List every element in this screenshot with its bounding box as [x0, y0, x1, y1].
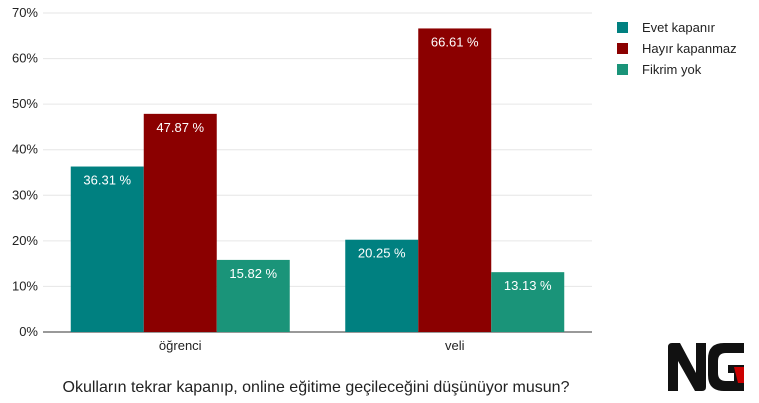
y-tick-label: 60% [12, 51, 38, 66]
legend-swatch [617, 64, 628, 75]
y-tick-label: 70% [12, 5, 38, 20]
bars: 36.31 % 47.87 % 15.82 % 20.25 % 66.61 % 13.13… [70, 28, 565, 333]
y-tick-label: 10% [12, 278, 38, 293]
y-tick-label: 30% [12, 187, 38, 202]
bar-3-2 [491, 272, 565, 332]
bar-data-label: 47.87 % [156, 120, 204, 135]
logo-accent [734, 367, 744, 383]
bar-data-label: 20.25 % [358, 246, 406, 261]
legend-swatch [617, 43, 628, 54]
bar-data-label: 13.13 % [504, 278, 552, 293]
bar-data-label: 36.31 % [83, 173, 131, 188]
x-axis-ticks: öğrenci veli [159, 338, 465, 353]
x-tick-label: öğrenci [159, 338, 202, 353]
y-tick-label: 50% [12, 96, 38, 111]
legend-label: Hayır kapanmaz [642, 41, 737, 56]
bar-1-1 [70, 166, 144, 332]
y-axis-ticks: 0% 10% 20% 30% 40% 50% 60% 70% [12, 5, 38, 339]
legend-label: Fikrim yok [642, 62, 702, 77]
legend-swatch [617, 22, 628, 33]
bar-2-2 [418, 28, 492, 333]
legend: Evet kapanır Hayır kapanmaz Fikrim yok [617, 20, 737, 77]
legend-label: Evet kapanır [642, 20, 716, 35]
bar-data-label: 15.82 % [229, 266, 277, 281]
logo-letter-g [708, 343, 744, 391]
y-tick-label: 20% [12, 233, 38, 248]
x-axis-label: Okulların tekrar kapanıp, online eğitime… [63, 379, 570, 396]
bar-3-1 [216, 259, 290, 332]
bar-2-1 [143, 113, 217, 332]
y-tick-label: 0% [19, 324, 38, 339]
y-tick-label: 40% [12, 142, 38, 157]
ng-logo-icon: NG [668, 343, 744, 391]
logo-letter-n [668, 343, 706, 391]
bar-data-label: 66.61 % [431, 34, 479, 49]
x-tick-label: veli [445, 338, 465, 353]
bar-1-2 [345, 239, 419, 332]
